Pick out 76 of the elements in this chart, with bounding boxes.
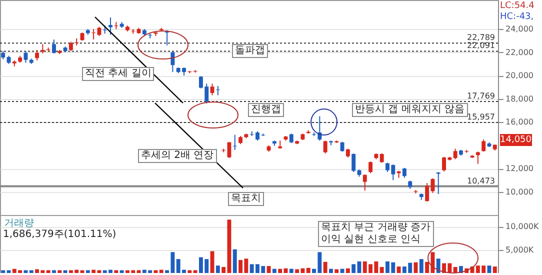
bar	[419, 259, 424, 273]
y-tick-label: 18,000	[506, 94, 534, 104]
bar	[29, 270, 34, 273]
y-tick-label: 20,000	[506, 71, 534, 80]
annotation: 직전 추세 길이	[82, 67, 154, 81]
candlestick	[68, 41, 73, 52]
text: HC:-43,	[500, 11, 534, 23]
bar	[306, 268, 310, 273]
bar	[58, 270, 62, 273]
y-tick-label: 22,000	[506, 48, 534, 57]
annotation: 반등시 갭 메워지지 않음	[352, 103, 468, 117]
text: 14,050	[500, 134, 532, 146]
bar	[232, 249, 237, 273]
bar	[86, 270, 90, 273]
candlestick	[402, 167, 406, 178]
y-tick-label: 12,000	[506, 164, 534, 174]
bar	[289, 268, 294, 273]
bar	[52, 270, 56, 273]
candlestick	[368, 161, 373, 174]
annotation: 1,686,379주(101.11%)	[3, 229, 116, 241]
candlestick	[108, 16, 112, 36]
y-tick-label: 16,000	[506, 118, 534, 127]
bar	[63, 270, 68, 273]
annotation: 목표치 부근 거래량 증가 이익 실현 신호로 인식	[318, 221, 434, 247]
y-tick-label: 5,000K	[506, 245, 534, 254]
candlestick	[453, 148, 458, 160]
y-tick-label: 24,000	[506, 24, 534, 34]
bar	[346, 268, 350, 273]
bar	[436, 258, 440, 273]
candlestick	[476, 151, 480, 164]
bar	[24, 270, 28, 273]
ref-line-label: 10,473	[467, 176, 495, 186]
candlestick	[35, 49, 40, 61]
bar	[453, 266, 458, 273]
bar	[278, 268, 282, 273]
bar	[136, 270, 141, 273]
bar	[6, 270, 11, 273]
bar	[216, 266, 220, 273]
ref-line-label: 15,957	[467, 112, 495, 122]
ref-line-label: 17,769	[467, 91, 495, 100]
bar	[46, 270, 50, 273]
candlestick	[380, 152, 384, 164]
annotation: 추세의 2배 연장	[138, 149, 217, 163]
ref-line-label: 22,789	[467, 33, 495, 42]
candlestick	[482, 138, 486, 152]
annotation: 진행갭	[248, 103, 284, 117]
bar	[396, 266, 401, 273]
bar	[193, 270, 198, 273]
candlestick	[323, 140, 328, 154]
bar	[334, 269, 339, 273]
candlestick	[170, 51, 175, 73]
bar	[80, 270, 84, 273]
candlestick	[289, 133, 294, 144]
candlestick	[362, 174, 367, 192]
bar	[323, 262, 328, 273]
annotation: 돌파갭	[232, 44, 268, 58]
candlestick	[52, 39, 56, 54]
bar	[114, 270, 118, 273]
y-tick-label: 10,000K	[506, 222, 540, 232]
candlestick	[24, 50, 28, 64]
candlestick	[210, 83, 214, 96]
y-tick-label: 10,000	[506, 187, 534, 196]
annotation: 거래량	[4, 218, 34, 229]
bar	[272, 268, 276, 273]
text: LC:54.4	[500, 0, 534, 12]
bar	[120, 270, 124, 273]
bar	[159, 270, 164, 273]
ref-line-label: 22,091	[467, 41, 495, 50]
bar	[266, 266, 271, 273]
bar	[492, 266, 497, 273]
bar	[328, 268, 333, 273]
annotation: 목표치	[228, 192, 264, 206]
bar	[1, 270, 6, 273]
bar	[188, 270, 192, 273]
bar	[154, 270, 158, 273]
bar	[380, 266, 384, 273]
